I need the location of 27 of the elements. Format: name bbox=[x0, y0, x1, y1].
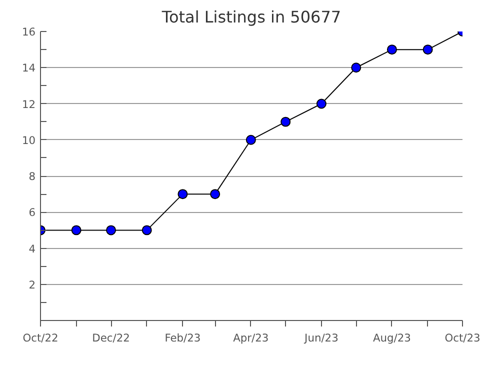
x-tick-label: Aug/23 bbox=[372, 332, 411, 344]
point bbox=[386, 44, 397, 55]
point bbox=[106, 225, 116, 236]
y-tick-label: 16 bbox=[22, 26, 36, 38]
y-tick-label: 6 bbox=[28, 206, 36, 220]
point bbox=[210, 189, 220, 200]
chart-title: Total Listings in 50677 bbox=[160, 8, 342, 26]
y-tick-label: 14 bbox=[22, 62, 36, 75]
x-tick-label: Jun/23 bbox=[304, 332, 338, 344]
y-tick-label: 10 bbox=[22, 134, 36, 147]
point bbox=[142, 225, 152, 236]
point bbox=[351, 62, 362, 73]
point bbox=[246, 134, 256, 145]
point bbox=[178, 189, 188, 200]
point bbox=[71, 225, 82, 236]
x-tick-label: Apr/23 bbox=[233, 332, 269, 344]
point bbox=[422, 44, 433, 55]
x-tick-label: Dec/22 bbox=[92, 332, 130, 344]
y-tick-label: 12 bbox=[22, 98, 36, 111]
x-tick-label: Feb/23 bbox=[164, 332, 201, 344]
x-tick-label: Oct/22 bbox=[22, 332, 58, 344]
y-tick-label: 8 bbox=[28, 170, 36, 183]
y-tick-label: 4 bbox=[28, 242, 36, 256]
point bbox=[280, 116, 291, 127]
x-tick-label: Oct/23 bbox=[444, 332, 480, 344]
y-tick-label: 2 bbox=[28, 278, 36, 292]
point bbox=[316, 98, 326, 109]
